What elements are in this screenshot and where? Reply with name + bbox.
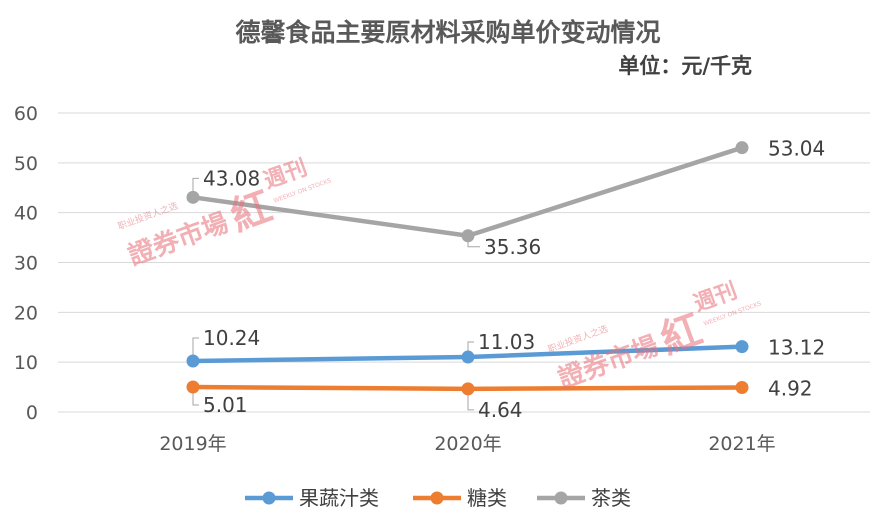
- data-labels: 10.24 11.03 13.12 5.01 4.64 4.92 43.08 35.36 53.…: [203, 137, 825, 422]
- legend-label: 茶类: [591, 486, 631, 510]
- legend-marker: [554, 491, 568, 505]
- watermark-logo: 职业投资人之选 證券市場 紅 週刊 WEEKLY ON STOCKS: [546, 278, 762, 394]
- data-label: 11.03: [478, 330, 535, 354]
- x-axis-ticks: 2019年 2020年 2021年: [159, 433, 775, 455]
- legend: 果蔬汁类 糖类 茶类: [245, 486, 631, 510]
- legend-marker: [262, 491, 276, 505]
- y-tick-label: 40: [14, 203, 38, 225]
- x-tick-label: 2021年: [708, 433, 775, 455]
- y-tick-label: 60: [14, 103, 38, 125]
- y-tick-label: 50: [14, 153, 38, 175]
- label-leader: [467, 388, 474, 411]
- data-point: [461, 382, 475, 396]
- data-point: [186, 380, 200, 394]
- gridlines: [58, 112, 870, 413]
- data-label: 5.01: [203, 393, 248, 417]
- data-point: [735, 141, 749, 155]
- legend-label: 果蔬汁类: [299, 486, 379, 510]
- y-tick-label: 30: [14, 253, 38, 275]
- data-label: 10.24: [203, 326, 260, 350]
- data-point: [186, 354, 200, 368]
- legend-marker: [430, 491, 444, 505]
- chart-title: 德馨食品主要原材料采购单价变动情况: [235, 18, 660, 47]
- data-label: 35.36: [484, 235, 541, 259]
- y-axis-ticks: 0 10 20 30 40 50 60: [14, 103, 38, 424]
- x-tick-label: 2019年: [159, 433, 226, 455]
- chart-subtitle: 单位：元/千克: [618, 54, 752, 78]
- x-tick-label: 2020年: [434, 433, 501, 455]
- data-label: 43.08: [203, 166, 260, 190]
- data-label: 4.92: [768, 376, 813, 400]
- data-point: [461, 229, 475, 243]
- data-point: [735, 380, 749, 394]
- legend-label: 糖类: [467, 486, 507, 510]
- data-label: 53.04: [768, 137, 825, 161]
- data-label: 4.64: [478, 398, 523, 422]
- data-label: 13.12: [768, 336, 825, 360]
- data-point: [735, 340, 749, 354]
- data-point: [186, 190, 200, 204]
- y-tick-label: 20: [14, 302, 38, 324]
- series-lines: [186, 141, 749, 396]
- data-point: [461, 350, 475, 364]
- y-tick-label: 10: [14, 352, 38, 374]
- label-leader: [192, 337, 199, 361]
- y-tick-label: 0: [26, 402, 38, 424]
